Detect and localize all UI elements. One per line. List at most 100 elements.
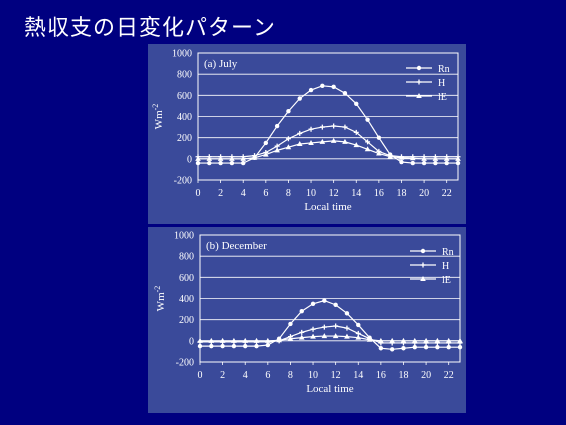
data-point-lE xyxy=(217,155,224,161)
chart-title: (b) December xyxy=(206,240,267,252)
y-tick-label: -200 xyxy=(174,176,192,187)
x-tick-label: 4 xyxy=(241,188,246,199)
data-point-Rn xyxy=(297,96,302,101)
data-point-lE xyxy=(457,337,463,343)
data-point-Rn xyxy=(401,346,406,351)
slide-title: 熱収支の日変化パターン xyxy=(24,16,276,41)
x-tick-label: 22 xyxy=(444,370,454,381)
y-tick-label: 800 xyxy=(177,70,192,81)
x-tick-label: 20 xyxy=(419,188,429,199)
data-point-lE xyxy=(445,337,452,343)
x-tick-label: 6 xyxy=(263,188,268,199)
x-tick-label: 14 xyxy=(353,370,363,381)
data-point-lE xyxy=(253,337,260,343)
data-point-Rn xyxy=(412,344,417,350)
data-point-Rn xyxy=(333,302,338,308)
y-tick-label: 1000 xyxy=(172,49,192,60)
data-point-lE xyxy=(206,155,213,161)
data-point-Rn xyxy=(354,101,359,106)
data-point-Rn xyxy=(220,343,225,349)
data-point-Rn xyxy=(331,84,336,90)
data-point-Rn xyxy=(254,343,259,349)
y-tick-label: 600 xyxy=(179,273,194,284)
data-point-lE xyxy=(274,147,280,153)
x-tick-label: 4 xyxy=(243,370,248,381)
data-point-Rn xyxy=(195,160,201,166)
data-point-H xyxy=(365,139,371,145)
data-point-lE xyxy=(319,138,326,144)
legend-marker xyxy=(416,93,422,98)
data-point-lE xyxy=(330,137,337,143)
data-point-lE xyxy=(423,337,429,343)
y-tick-label: 1000 xyxy=(174,231,194,242)
data-point-Rn xyxy=(356,322,361,328)
data-point-lE xyxy=(208,337,215,343)
data-point-lE xyxy=(195,155,201,161)
data-point-H xyxy=(299,329,305,335)
data-point-Rn xyxy=(207,160,212,166)
x-tick-label: 18 xyxy=(398,370,408,381)
legend-marker xyxy=(420,248,426,254)
data-point-H xyxy=(321,324,327,330)
y-tick-label: 200 xyxy=(177,133,192,144)
data-point-Rn xyxy=(378,346,384,351)
data-point-lE xyxy=(434,337,441,343)
data-point-Rn xyxy=(243,343,248,349)
data-point-lE xyxy=(409,155,416,161)
x-tick-label: 12 xyxy=(331,370,341,381)
data-point-Rn xyxy=(209,343,214,349)
data-point-Rn xyxy=(310,301,316,306)
data-point-Rn xyxy=(322,298,327,303)
x-tick-label: 18 xyxy=(396,188,406,199)
data-point-lE xyxy=(387,153,393,159)
y-tick-label: 600 xyxy=(177,91,192,102)
x-tick-label: 20 xyxy=(421,370,431,381)
data-point-lE xyxy=(285,144,292,150)
data-point-lE xyxy=(421,155,427,161)
data-point-H xyxy=(310,326,316,332)
data-point-lE xyxy=(231,337,237,343)
chart-july: -200 0 200 400 600 800 1000 0 2 4 6 8 10 12 14 16 18 20 22… xyxy=(151,49,461,213)
data-point-Rn xyxy=(446,344,451,350)
series-line-lE xyxy=(198,140,458,160)
x-tick-label: 10 xyxy=(306,188,316,199)
data-point-H xyxy=(285,136,291,142)
data-point-lE xyxy=(342,138,348,144)
x-axis-label: Local time xyxy=(306,383,353,395)
data-point-H xyxy=(353,129,359,135)
data-point-Rn xyxy=(299,309,304,314)
chart-panel-december: -200 0 200 400 600 800 1000 0 2 4 6 8 10 12 14 16 18 20 22… xyxy=(148,227,466,413)
data-point-Rn xyxy=(231,343,237,349)
x-tick-label: 16 xyxy=(374,188,384,199)
legend-label: lE xyxy=(442,275,451,286)
data-point-Rn xyxy=(455,160,461,166)
legend-label: H xyxy=(438,78,445,89)
data-point-Rn xyxy=(433,160,438,166)
data-point-lE xyxy=(251,154,258,160)
x-tick-label: 0 xyxy=(196,188,201,199)
data-point-Rn xyxy=(286,109,291,114)
x-axis-label: Local time xyxy=(304,201,351,213)
data-point-H xyxy=(344,325,350,331)
data-point-lE xyxy=(344,333,350,339)
y-tick-label: 400 xyxy=(177,112,192,123)
data-point-lE xyxy=(276,337,282,343)
data-point-lE xyxy=(366,336,373,342)
data-point-H xyxy=(333,323,339,329)
x-tick-label: 0 xyxy=(198,370,203,381)
data-point-Rn xyxy=(457,344,463,350)
y-tick-label: 400 xyxy=(179,294,194,305)
data-point-lE xyxy=(411,337,418,343)
data-point-Rn xyxy=(241,160,246,166)
legend-marker xyxy=(420,276,426,281)
x-tick-label: 2 xyxy=(220,370,225,381)
data-point-Rn xyxy=(265,342,271,348)
y-axis-label-sup: -2 xyxy=(153,286,162,293)
data-point-lE xyxy=(242,337,249,343)
x-tick-label: 2 xyxy=(218,188,223,199)
x-tick-label: 22 xyxy=(442,188,452,199)
data-point-lE xyxy=(398,154,405,160)
data-point-lE xyxy=(240,155,247,161)
data-point-lE xyxy=(353,142,360,148)
data-point-lE xyxy=(298,334,305,340)
